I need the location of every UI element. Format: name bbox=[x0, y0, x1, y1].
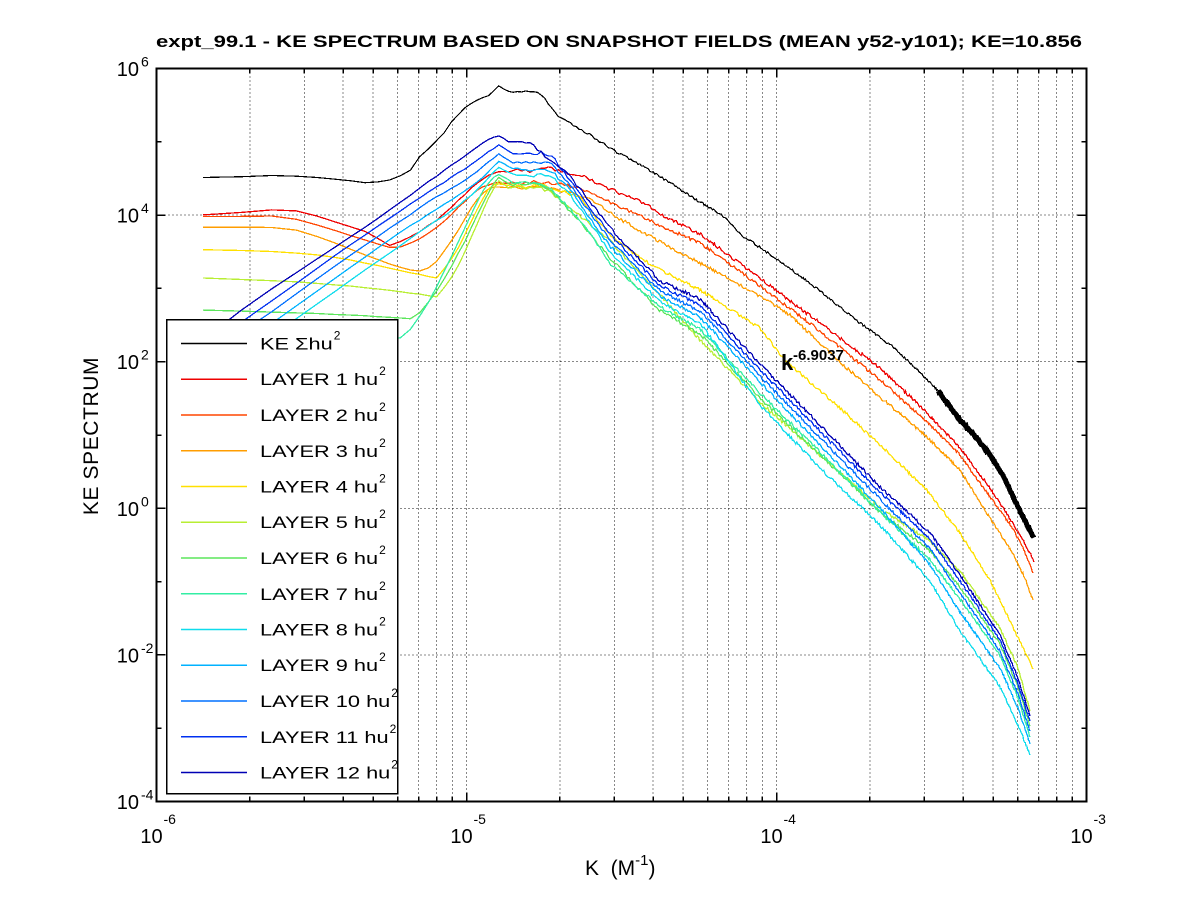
svg-text:4: 4 bbox=[141, 200, 149, 216]
svg-text:LAYER 7 hu: LAYER 7 hu bbox=[260, 585, 378, 604]
svg-text:LAYER 1 hu: LAYER 1 hu bbox=[260, 370, 378, 389]
svg-text:-5: -5 bbox=[474, 811, 487, 827]
svg-text:LAYER 12 hu: LAYER 12 hu bbox=[260, 764, 390, 783]
svg-text:LAYER 4 hu: LAYER 4 hu bbox=[260, 478, 378, 497]
svg-text:0: 0 bbox=[141, 493, 149, 509]
svg-text:-4: -4 bbox=[784, 811, 797, 827]
svg-text:2: 2 bbox=[390, 722, 397, 736]
svg-text:2: 2 bbox=[141, 347, 149, 363]
svg-text:-4: -4 bbox=[141, 787, 154, 803]
svg-text:2: 2 bbox=[379, 472, 386, 486]
svg-text:10: 10 bbox=[1070, 826, 1092, 848]
svg-text:-6: -6 bbox=[164, 811, 177, 827]
svg-text:-2: -2 bbox=[141, 640, 154, 656]
svg-text:LAYER 3 hu: LAYER 3 hu bbox=[260, 442, 378, 461]
svg-text:10: 10 bbox=[117, 792, 139, 814]
svg-text:10: 10 bbox=[140, 826, 162, 848]
svg-text:10: 10 bbox=[760, 826, 782, 848]
svg-text:6: 6 bbox=[141, 54, 149, 70]
svg-text:k: k bbox=[781, 350, 794, 375]
svg-text:expt_99.1 - KE SPECTRUM BASED: expt_99.1 - KE SPECTRUM BASED ON SNAPSHO… bbox=[156, 32, 1082, 51]
svg-text:2: 2 bbox=[379, 579, 386, 593]
svg-text:-3: -3 bbox=[1094, 811, 1107, 827]
svg-text:LAYER 5 hu: LAYER 5 hu bbox=[260, 513, 378, 532]
svg-text:2: 2 bbox=[379, 364, 386, 378]
svg-text:2: 2 bbox=[379, 507, 386, 521]
svg-text:2: 2 bbox=[379, 615, 386, 629]
svg-text:LAYER 2 hu: LAYER 2 hu bbox=[260, 406, 378, 425]
svg-text:2: 2 bbox=[391, 758, 398, 772]
svg-text:10: 10 bbox=[117, 352, 139, 374]
svg-text:10: 10 bbox=[117, 645, 139, 667]
svg-text:2: 2 bbox=[391, 686, 398, 700]
svg-text:KE Σhu: KE Σhu bbox=[260, 335, 333, 354]
svg-text:LAYER 8 hu: LAYER 8 hu bbox=[260, 621, 378, 640]
svg-text:10: 10 bbox=[450, 826, 472, 848]
svg-text:2: 2 bbox=[379, 436, 386, 450]
svg-text:LAYER 6 hu: LAYER 6 hu bbox=[260, 549, 378, 568]
svg-text:2: 2 bbox=[379, 400, 386, 414]
svg-text:LAYER 9 hu: LAYER 9 hu bbox=[260, 656, 378, 675]
svg-text:2: 2 bbox=[379, 650, 386, 664]
svg-text:10: 10 bbox=[117, 206, 139, 228]
svg-text:-6.9037: -6.9037 bbox=[793, 347, 844, 364]
svg-text:KE SPECTRUM: KE SPECTRUM bbox=[80, 357, 103, 515]
svg-text:LAYER 11 hu: LAYER 11 hu bbox=[260, 728, 389, 747]
svg-text:LAYER 10 hu: LAYER 10 hu bbox=[260, 692, 390, 711]
svg-text:10: 10 bbox=[117, 499, 139, 521]
svg-text:2: 2 bbox=[379, 543, 386, 557]
svg-text:2: 2 bbox=[334, 329, 341, 343]
svg-text:10: 10 bbox=[117, 59, 139, 81]
